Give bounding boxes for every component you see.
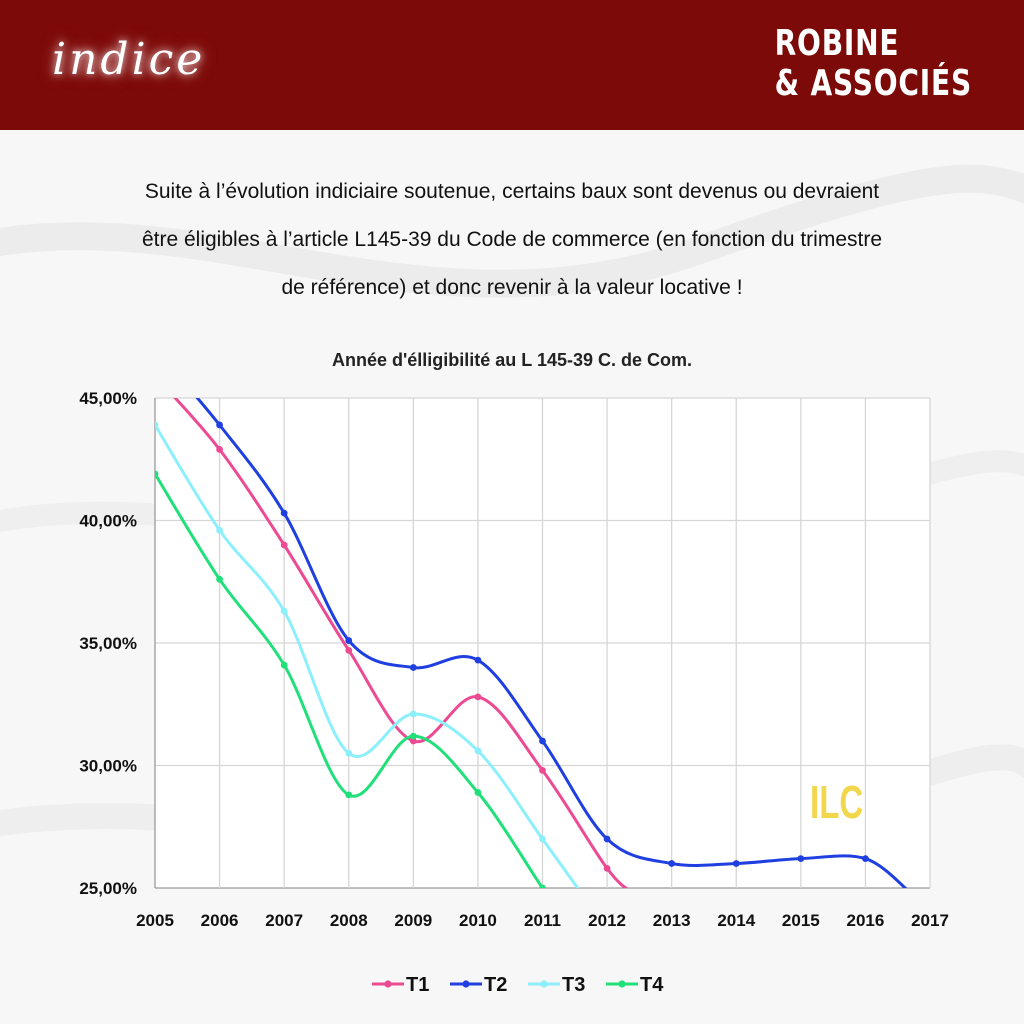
intro-line-3: de référence) et donc revenir à la valeu… [281,276,743,299]
data-point [345,646,353,654]
data-point [152,373,159,380]
legend-label: T4 [640,974,664,996]
data-point [603,835,611,843]
data-point [216,446,223,453]
x-tick-label: 2005 [136,911,174,930]
data-point [409,737,417,745]
data-point [216,575,223,583]
data-point [474,747,482,755]
chart-title: Année d'élligibilité au L 145-39 C. de C… [332,350,692,370]
legend: T1 T2 T3 T4 [372,974,664,996]
series-t3 [155,421,580,888]
data-point [345,791,353,799]
y-tick-label: 35,00% [79,634,137,653]
legend-swatch-marker [462,980,470,988]
data-point [732,860,740,867]
data-point [409,710,417,718]
x-tick-label: 2008 [330,911,368,930]
y-tick-label: 40,00% [79,512,137,531]
data-point [280,541,288,549]
header-banner: indice ROBINE & ASSOCIÉS [0,0,1024,130]
data-point [603,865,611,872]
brand-line-1: ROBINE [774,23,900,64]
x-tick-label: 2015 [782,911,820,930]
legend-label: T3 [562,974,585,996]
y-tick-label: 25,00% [79,879,137,898]
x-tick-label: 2014 [717,911,755,930]
legend-item-t3: T3 [528,974,585,996]
data-point [539,737,546,745]
data-point [539,884,546,888]
series-lines [152,346,908,888]
series-line-t2 [195,398,908,888]
legend-swatch-marker [618,980,626,988]
x-tick-label: 2006 [201,911,239,930]
indice-logo: indice [52,34,206,85]
data-point [280,607,288,615]
intro-paragraph: Suite à l’évolution indiciaire soutenue,… [40,168,984,312]
y-tick-label: 30,00% [79,757,137,776]
data-point [409,732,417,740]
x-tick-label: 2007 [265,911,303,930]
data-point [862,855,869,862]
intro-line-2: être éligibles à l’article L145-39 du Co… [141,228,883,251]
data-point [474,693,482,701]
data-point [474,656,482,664]
brand-logo: ROBINE & ASSOCIÉS [775,24,972,104]
legend-item-t4: T4 [606,974,664,996]
x-tick-label: 2013 [653,911,691,930]
legend-item-t2: T2 [450,974,507,996]
eligibility-line-chart: Année d'élligibilité au L 145-39 C. de C… [79,346,949,996]
x-axis-labels: 2005 2006 2007 2008 2009 2010 2011 2012 2013 2014… [136,911,949,930]
legend-label: T1 [406,974,429,996]
data-point [668,860,676,867]
data-point [216,526,223,534]
legend-swatch-marker [540,980,548,988]
x-tick-label: 2010 [459,911,497,930]
data-point [409,664,417,671]
legend-label: T2 [484,974,507,996]
legend-swatch-marker [384,980,392,988]
data-point [216,421,223,429]
data-point [345,749,353,757]
data-point [280,661,288,669]
data-point [474,789,482,796]
x-tick-label: 2009 [394,911,432,930]
series-t1 [152,373,629,888]
data-point [539,767,546,774]
data-point [539,835,546,843]
legend-item-t1: T1 [372,974,429,996]
x-tick-label: 2017 [911,911,949,930]
data-point [155,470,159,478]
intro-line-1: Suite à l’évolution indiciaire soutenue,… [144,180,880,203]
x-tick-label: 2012 [588,911,626,930]
data-point [152,346,159,353]
x-tick-label: 2016 [847,911,885,930]
ilc-annotation: ILC [810,778,863,828]
data-point [797,855,805,862]
x-tick-label: 2011 [524,911,561,930]
brand-line-2: & ASSOCIÉS [774,63,972,104]
y-axis-labels: 45,00% 40,00% 35,00% 30,00% 25,00% [79,389,137,898]
data-point [345,637,353,644]
data-point [155,421,159,429]
data-point [280,509,288,517]
series-t2 [152,346,908,888]
y-tick-label: 45,00% [79,389,137,408]
series-t4 [155,470,546,888]
